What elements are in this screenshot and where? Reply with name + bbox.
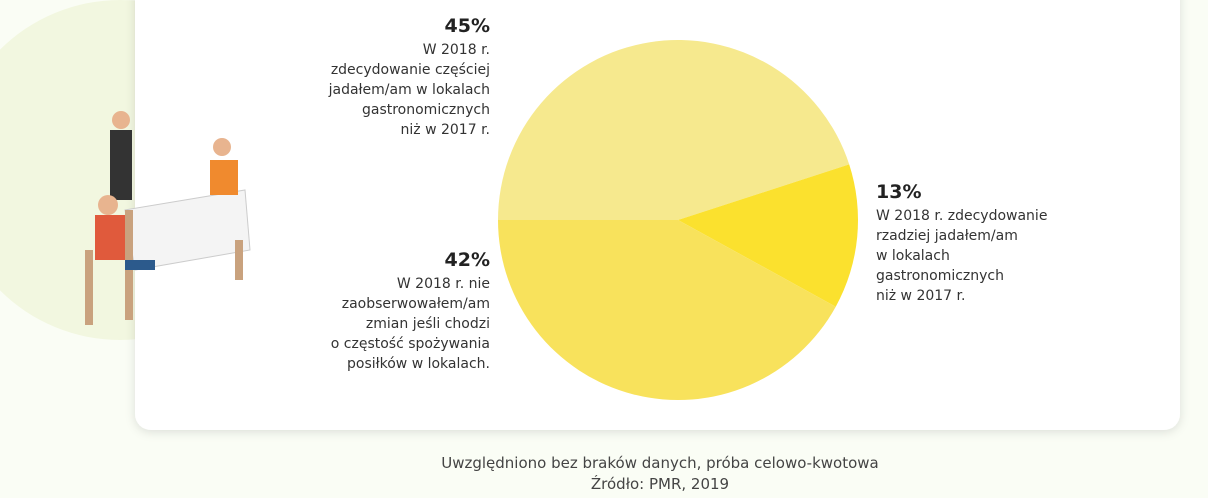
slice-label: jadałem/am w lokalach (328, 82, 490, 98)
slice-label: o częstość spożywania (331, 336, 490, 352)
slice-label: W 2018 r. (423, 42, 490, 58)
slice-label: gastronomicznych (362, 102, 490, 118)
footnote: Źródło: PMR, 2019 (591, 474, 729, 493)
value-label: 42% (445, 249, 490, 271)
slice-label: w lokalach (876, 248, 950, 264)
slice-label: gastronomicznych (876, 268, 1004, 284)
slice-label: rzadziej jadałem/am (876, 228, 1018, 244)
slice-label: W 2018 r. nie (397, 276, 490, 292)
value-label: 45% (445, 15, 490, 37)
slice-label: zmian jeśli chodzi (366, 316, 490, 332)
footnote: Uwzględniono bez braków danych, próba ce… (441, 454, 879, 472)
pie-slice (498, 220, 836, 401)
slice-label: W 2018 r. zdecydowanie (876, 208, 1047, 224)
slice-label: zaobserwowałem/am (342, 296, 490, 312)
illustration (85, 111, 251, 325)
slice-label: posiłków w lokalach. (347, 356, 490, 372)
slice-label: niż w 2017 r. (876, 288, 965, 304)
slice-label: zdecydowanie częściej (331, 62, 490, 78)
pie-slice (678, 164, 859, 307)
slice-label: niż w 2017 r. (401, 122, 490, 138)
value-label: 13% (876, 181, 921, 203)
pie (498, 39, 859, 401)
pie-slice (498, 39, 850, 220)
labels: 45% W 2018 r. zdecydowanie częściej jadałem… (328, 15, 1048, 372)
